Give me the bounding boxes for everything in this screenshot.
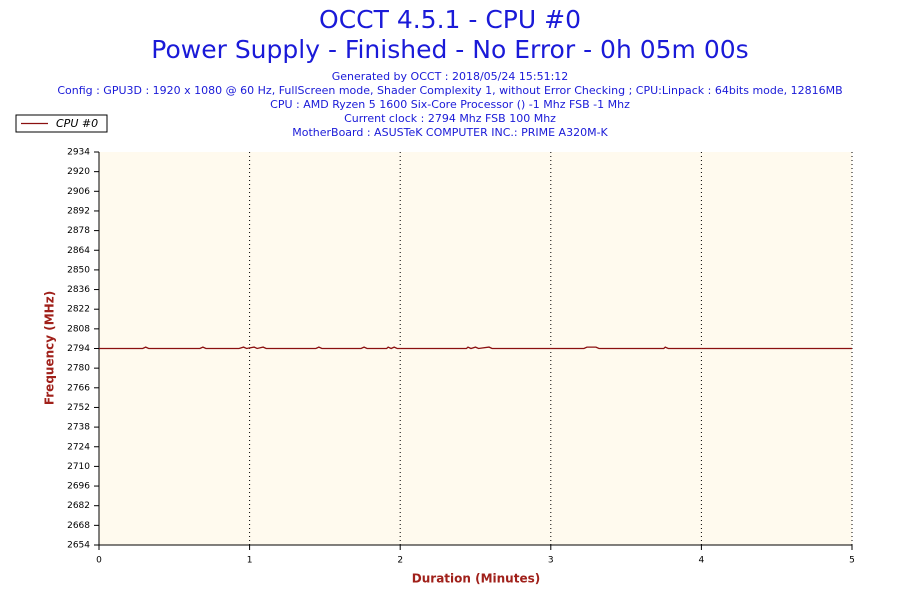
y-tick-label: 2934: [67, 148, 90, 158]
y-tick-label: 2766: [67, 383, 90, 393]
y-tick-label: 2808: [67, 324, 90, 334]
x-tick-label: 1: [247, 556, 253, 566]
y-tick-label: 2654: [67, 541, 90, 551]
y-tick-label: 2906: [67, 187, 90, 197]
info-line: MotherBoard : ASUSTeK COMPUTER INC.: PRI…: [292, 126, 608, 139]
y-tick-label: 2780: [67, 364, 90, 374]
y-axis-label: Frequency (MHz): [43, 291, 57, 405]
y-tick-label: 2710: [67, 462, 90, 472]
y-tick-label: 2738: [67, 423, 90, 433]
x-tick-label: 5: [849, 556, 855, 566]
info-line: CPU : AMD Ryzen 5 1600 Six-Core Processo…: [270, 98, 630, 111]
legend-box: [15, 114, 108, 133]
chart-title: OCCT 4.5.1 - CPU #0: [319, 5, 581, 34]
y-tick-label: 2682: [67, 501, 90, 511]
y-tick-label: 2668: [67, 521, 90, 531]
y-tick-label: 2794: [67, 344, 90, 354]
y-tick-label: 2696: [67, 482, 90, 492]
y-tick-label: 2850: [67, 265, 90, 275]
y-tick-label: 2878: [67, 226, 90, 236]
data-line: [99, 346, 852, 350]
y-tick-label: 2752: [67, 403, 90, 413]
y-tick-label: 2892: [67, 206, 90, 216]
info-line: Generated by OCCT : 2018/05/24 15:51:12: [332, 70, 569, 83]
x-tick-label: 2: [397, 556, 403, 566]
info-line: Current clock : 2794 Mhz FSB 100 Mhz: [344, 112, 556, 125]
y-tick-label: 2864: [67, 246, 90, 256]
y-tick-label: 2822: [67, 305, 90, 315]
y-tick-label: 2836: [67, 285, 90, 295]
y-tick-label: 2920: [67, 167, 90, 177]
x-tick-label: 4: [699, 556, 705, 566]
legend-label: CPU #0: [56, 117, 98, 130]
x-tick-label: 3: [548, 556, 554, 566]
x-tick-label: 0: [96, 556, 102, 566]
x-axis-label: Duration (Minutes): [412, 572, 540, 586]
y-tick-label: 2724: [67, 442, 90, 452]
chart-subtitle: Power Supply - Finished - No Error - 0h …: [151, 35, 748, 64]
info-line: Config : GPU3D : 1920 x 1080 @ 60 Hz, Fu…: [57, 84, 842, 97]
